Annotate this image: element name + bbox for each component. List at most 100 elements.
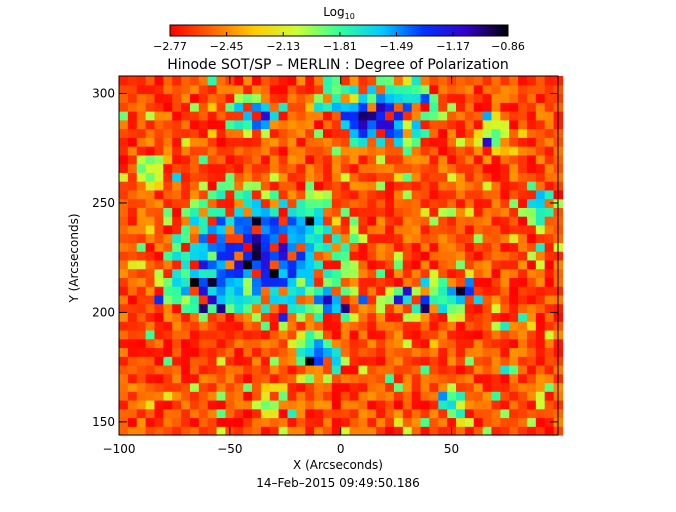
heatmap-cell xyxy=(278,146,289,156)
heatmap-cell xyxy=(491,268,501,278)
heatmap-cell xyxy=(500,426,510,436)
heatmap-cell xyxy=(207,303,218,314)
heatmap-cell xyxy=(322,93,333,103)
heatmap-cell xyxy=(243,382,253,392)
heatmap-cell xyxy=(243,189,253,200)
heatmap-cell xyxy=(385,119,395,130)
heatmap-cell xyxy=(145,84,156,95)
heatmap-cell xyxy=(544,93,555,103)
heatmap-cell xyxy=(544,399,555,410)
heatmap-cell xyxy=(260,391,271,401)
heatmap-cell xyxy=(518,408,528,419)
heatmap-cell xyxy=(243,338,253,349)
heatmap-cell xyxy=(447,207,457,217)
heatmap-cell xyxy=(526,417,537,427)
heatmap-cell xyxy=(322,391,333,401)
heatmap-cell xyxy=(456,181,466,191)
heatmap-cell xyxy=(243,277,253,287)
heatmap-cell xyxy=(500,321,510,331)
heatmap-cell xyxy=(269,329,280,340)
heatmap-cell xyxy=(402,408,413,419)
heatmap-cell xyxy=(136,242,147,252)
heatmap-cell xyxy=(269,286,280,296)
heatmap-cell xyxy=(127,216,138,226)
heatmap-cell xyxy=(198,286,209,296)
heatmap-cell xyxy=(482,189,493,200)
heatmap-cell xyxy=(331,399,342,410)
heatmap-cell xyxy=(358,233,368,243)
heatmap-cell xyxy=(464,181,475,191)
heatmap-cell xyxy=(207,181,218,191)
heatmap-cell xyxy=(269,338,280,349)
heatmap-cell xyxy=(136,364,147,375)
heatmap-cell xyxy=(544,294,555,305)
y-tick-label: 300 xyxy=(92,87,115,101)
heatmap-cell xyxy=(526,84,537,95)
heatmap-cell xyxy=(119,426,129,436)
heatmap-cell xyxy=(438,84,448,95)
heatmap-cell xyxy=(207,399,218,410)
heatmap-cell xyxy=(172,146,182,156)
heatmap-cell xyxy=(402,128,413,138)
heatmap-cell xyxy=(438,286,448,296)
heatmap-cell xyxy=(402,154,413,165)
heatmap-cell xyxy=(234,189,244,200)
heatmap-cell xyxy=(376,347,386,357)
heatmap-cell xyxy=(322,216,333,226)
heatmap-cell xyxy=(402,163,413,173)
heatmap-cell xyxy=(314,189,324,200)
heatmap-cell xyxy=(305,233,315,243)
heatmap-cell xyxy=(145,364,156,375)
heatmap-cell xyxy=(349,102,360,112)
heatmap-cell xyxy=(402,119,413,130)
heatmap-cell xyxy=(314,321,324,331)
heatmap-cell xyxy=(198,102,209,112)
heatmap-cell xyxy=(464,146,475,156)
heatmap-cell xyxy=(402,373,413,384)
heatmap-cell xyxy=(243,93,253,103)
heatmap-cell xyxy=(216,207,227,217)
heatmap-cell xyxy=(393,277,404,287)
heatmap-cell xyxy=(402,224,413,235)
heatmap-cell xyxy=(420,364,431,375)
heatmap-cell xyxy=(207,259,218,270)
heatmap-cell xyxy=(207,84,218,95)
heatmap-cell xyxy=(154,181,164,191)
heatmap-cell xyxy=(456,364,466,375)
heatmap-cell xyxy=(216,426,227,436)
heatmap-cell xyxy=(456,189,466,200)
heatmap-cell xyxy=(420,426,431,436)
heatmap-cell xyxy=(429,233,439,243)
heatmap-cell xyxy=(136,207,147,217)
heatmap-cell xyxy=(163,181,173,191)
heatmap-cell xyxy=(305,408,315,419)
heatmap-cell xyxy=(136,391,147,401)
heatmap-cell xyxy=(367,233,377,243)
heatmap-cell xyxy=(234,338,244,349)
heatmap-cell xyxy=(456,119,466,130)
heatmap-cell xyxy=(464,224,475,235)
heatmap-cell xyxy=(429,251,439,261)
heatmap-cell xyxy=(429,111,439,121)
heatmap-cell xyxy=(376,373,386,384)
heatmap-cell xyxy=(225,207,235,217)
heatmap-cell xyxy=(385,146,395,156)
heatmap-cell xyxy=(376,242,386,252)
heatmap-cell xyxy=(119,408,129,419)
heatmap-cell xyxy=(127,189,138,200)
heatmap-cell xyxy=(526,391,537,401)
heatmap-cell xyxy=(322,207,333,217)
heatmap-cell xyxy=(420,137,431,147)
heatmap-cell xyxy=(447,338,457,349)
heatmap-cell xyxy=(154,154,164,165)
heatmap-cell xyxy=(322,189,333,200)
heatmap-cell xyxy=(393,163,404,173)
heatmap-cell xyxy=(260,373,271,384)
heatmap-cell xyxy=(243,321,253,331)
heatmap-cell xyxy=(473,382,484,392)
heatmap-cell xyxy=(509,268,519,278)
heatmap-cell xyxy=(393,216,404,226)
heatmap-cell xyxy=(136,128,147,138)
heatmap-cell xyxy=(393,259,404,270)
heatmap-cell xyxy=(385,277,395,287)
